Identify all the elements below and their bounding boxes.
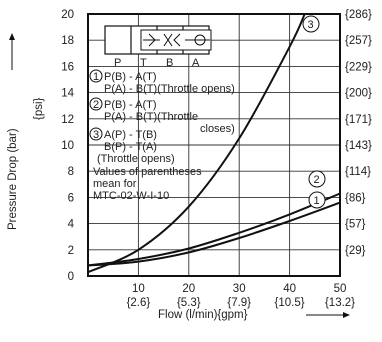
curve-labels: 3 2 1 [302, 15, 326, 209]
y-axis-title: Pressure Drop (bar) [7, 128, 19, 230]
y-tick-label: 4 [68, 219, 75, 231]
y-tick-label: 0 [68, 271, 74, 283]
y-ticks: 0 2 4 6 8 10 12 14 16 18 20 [61, 9, 74, 283]
note-line1: Values of parentheses [93, 166, 202, 178]
mode3-line3: (Throttle opens) [97, 153, 175, 165]
port-label: B [166, 57, 173, 69]
y-tick-label: 16 [61, 61, 74, 73]
x-axis-title: Flow (l/min){gpm} [158, 309, 248, 321]
mode1-line2: P(A) - B(T)(Throttle opens) [104, 83, 235, 95]
series-line-2 [87, 192, 341, 267]
mode2-number: 2 [93, 99, 99, 111]
x-tick-label: 20 [182, 283, 195, 295]
mode3-line2: B(P) - T(A) [104, 141, 157, 153]
y-tick-label-secondary: {57} [345, 219, 366, 231]
y-tick-label-secondary: {114} [345, 166, 371, 178]
y-tick-label: 14 [61, 88, 74, 100]
y-ticks-secondary: {29} {57} {86} {114} {143} {171} {200} {229} {25… [345, 9, 372, 257]
port-label: P [114, 57, 121, 69]
curves [87, 13, 341, 274]
curve-label-3: 3 [308, 19, 314, 31]
x-tick-label-secondary: {5.3} [177, 297, 201, 309]
x-tick-label-secondary: {2.6} [127, 297, 151, 309]
y-tick-label-secondary: {229} [345, 61, 372, 73]
y-tick-label-secondary: {171} [345, 114, 372, 126]
y-tick-label: 10 [61, 140, 74, 152]
y-tick-label: 12 [61, 114, 74, 126]
y-tick-label-secondary: {86} [345, 192, 366, 204]
y-tick-label-secondary: {143} [345, 140, 372, 152]
mode3-number: 3 [93, 129, 99, 141]
note-line2: mean for [93, 178, 137, 190]
y-tick-label: 2 [68, 245, 74, 257]
series-line-3 [87, 13, 306, 274]
mode2-line3: closes) [200, 123, 235, 135]
y-tick-label: 20 [61, 9, 74, 21]
y-tick-label-secondary: {29} [345, 245, 366, 257]
mode1-number: 1 [93, 71, 99, 83]
series-line-1 [87, 201, 341, 267]
note-line3: MTC-02-W-I-10 [93, 190, 169, 202]
x-tick-label-secondary: {13.2} [325, 297, 355, 309]
curve-label-1: 1 [314, 195, 320, 207]
curve-label-2: 2 [314, 174, 320, 186]
mode3-line1: A(P) - T(B) [104, 129, 157, 141]
valve-symbol [104, 25, 212, 55]
grid [88, 14, 340, 276]
mode-annotations: 1 P(B) - A(T) P(A) - B(T)(Throttle opens… [89, 69, 235, 202]
y-tick-label-secondary: {200} [345, 88, 372, 100]
y-tick-label: 18 [61, 35, 74, 47]
y-tick-label: 6 [68, 192, 74, 204]
x-tick-label: 40 [283, 283, 296, 295]
x-tick-label: 10 [132, 283, 145, 295]
x-arrow-head [343, 312, 350, 318]
mode1-line1: P(B) - A(T) [104, 71, 157, 83]
y-axis-title-secondary: {psi} [33, 97, 45, 120]
y-tick-label-secondary: {257} [345, 35, 372, 47]
y-arrow-head [9, 33, 15, 40]
x-tick-label-secondary: {10.5} [275, 297, 305, 309]
port-label: T [140, 57, 147, 69]
y-tick-label: 8 [68, 166, 74, 178]
port-label: A [192, 57, 200, 69]
x-ticks-secondary: {2.6} {5.3} {7.9} {10.5} {13.2} [127, 297, 356, 309]
y-tick-label-secondary: {286} [345, 9, 372, 21]
x-ticks: 10 20 30 40 50 [132, 283, 346, 295]
x-tick-label-secondary: {7.9} [227, 297, 251, 309]
mode2-line2: P(A) - B(T)(Throttle [104, 111, 198, 123]
x-tick-label: 50 [334, 283, 347, 295]
x-tick-label: 30 [233, 283, 246, 295]
plot-frame [87, 13, 341, 277]
mode2-line1: P(B) - A(T) [104, 99, 157, 111]
